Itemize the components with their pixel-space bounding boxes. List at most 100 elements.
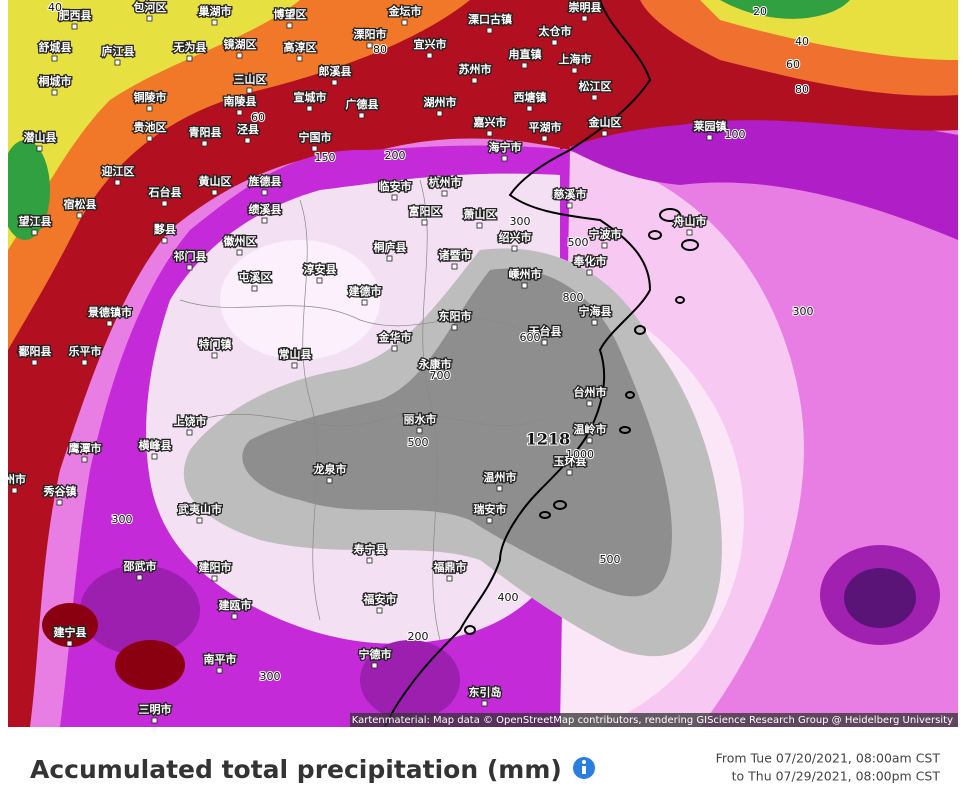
city-marker [261, 189, 268, 196]
contour-label: 40 [795, 35, 809, 48]
city-label: 甪直镇 [509, 47, 542, 61]
city-label: 邵武市 [123, 559, 157, 573]
city-marker [486, 27, 493, 34]
attribution: Kartenmaterial: Map data © OpenStreetMap… [352, 715, 953, 726]
city-marker [261, 217, 268, 224]
contour-label: 300 [112, 513, 133, 526]
city-label: 杭州市 [429, 175, 462, 189]
city-marker [591, 94, 598, 101]
city-marker [451, 324, 458, 331]
city-marker [501, 155, 508, 162]
city-marker [486, 130, 493, 137]
city-marker [601, 130, 608, 137]
city-label: 台州市 [574, 385, 607, 399]
city-marker [376, 607, 383, 614]
city-label: 海宁市 [489, 140, 522, 154]
city-label: 镜湖区 [224, 37, 257, 51]
contour-label: 1218 [526, 430, 571, 449]
city-label: 潜山县 [24, 130, 57, 144]
city-marker [431, 372, 438, 379]
city-label: 温州市 [484, 470, 517, 484]
city-label: 迎江区 [102, 164, 135, 178]
city-marker [51, 55, 58, 62]
city-marker [244, 137, 251, 144]
city-label: 天台县 [529, 324, 562, 338]
city-label: 高淳区 [284, 40, 317, 54]
city-label: 富阳区 [409, 204, 442, 218]
city-marker [151, 717, 158, 724]
contour-label: 100 [725, 128, 746, 141]
info-icon[interactable] [573, 757, 595, 779]
city-label: 常山县 [279, 347, 312, 361]
city-marker [151, 453, 158, 460]
city-label: 横峰县 [139, 438, 172, 452]
city-marker [426, 52, 433, 59]
city-label: 东引岛 [469, 685, 502, 699]
city-label: 庐江县 [102, 44, 135, 58]
city-label: 瑞安市 [474, 502, 507, 516]
city-marker [401, 19, 408, 26]
city-label: 南陵县 [224, 94, 257, 108]
city-label: 慈溪市 [554, 187, 587, 201]
city-label: 徽州区 [223, 234, 257, 248]
contour-label: 400 [498, 591, 519, 604]
city-marker [136, 574, 143, 581]
city-label: 溧阳市 [354, 27, 387, 41]
city-marker [371, 662, 378, 669]
contour-label: 800 [563, 291, 584, 304]
city-marker [196, 517, 203, 524]
city-marker [201, 140, 208, 147]
city-label: 奉化市 [573, 254, 607, 268]
city-label: 龙泉市 [313, 462, 347, 476]
city-label: 淳安县 [304, 262, 337, 276]
city-marker [706, 134, 713, 141]
contour-label: 80 [795, 83, 809, 96]
contour-label: 700 [430, 369, 451, 382]
city-label: 建瓯市 [219, 598, 252, 612]
city-label: 黟县 [154, 222, 176, 236]
city-marker [71, 23, 78, 30]
city-marker [236, 52, 243, 59]
contour-label: 300 [793, 305, 814, 318]
contour-label: 150 [315, 151, 336, 164]
city-marker [416, 427, 423, 434]
city-label: 广德县 [346, 97, 379, 111]
city-marker [81, 359, 88, 366]
city-label: 太仓市 [538, 24, 572, 38]
city-marker [251, 285, 258, 292]
city-marker [481, 700, 488, 707]
city-label: 湖州市 [424, 95, 457, 109]
city-marker [366, 557, 373, 564]
contour-label: 600 [520, 331, 541, 344]
city-marker [541, 339, 548, 346]
city-marker [331, 79, 338, 86]
city-marker [114, 179, 121, 186]
city-marker [541, 135, 548, 142]
city-marker [386, 255, 393, 262]
city-label: 温岭市 [574, 422, 607, 436]
city-marker [216, 667, 223, 674]
city-marker [451, 263, 458, 270]
city-marker [246, 87, 253, 94]
city-marker [211, 19, 218, 26]
city-label: 桐城市 [39, 74, 72, 88]
city-marker [391, 194, 398, 201]
contour-label: 300 [260, 670, 281, 683]
city-label: 桐庐县 [374, 240, 407, 254]
city-marker [326, 477, 333, 484]
city-label: 秀谷镇 [43, 484, 77, 498]
city-label: 嵊州市 [509, 267, 542, 281]
city-label: 松江区 [579, 79, 612, 93]
city-label: 三山区 [234, 72, 267, 86]
city-label: 宿松县 [64, 197, 97, 211]
city-marker [51, 89, 58, 96]
contour-label: 500 [568, 236, 589, 249]
city-label: 建阳市 [199, 560, 232, 574]
contour-label: 1000 [566, 448, 594, 461]
city-marker [358, 112, 365, 119]
city-label: 诸暨市 [439, 248, 472, 262]
contour-label: 300 [510, 215, 531, 228]
city-marker [31, 229, 38, 236]
city-label: 福安市 [363, 592, 397, 606]
